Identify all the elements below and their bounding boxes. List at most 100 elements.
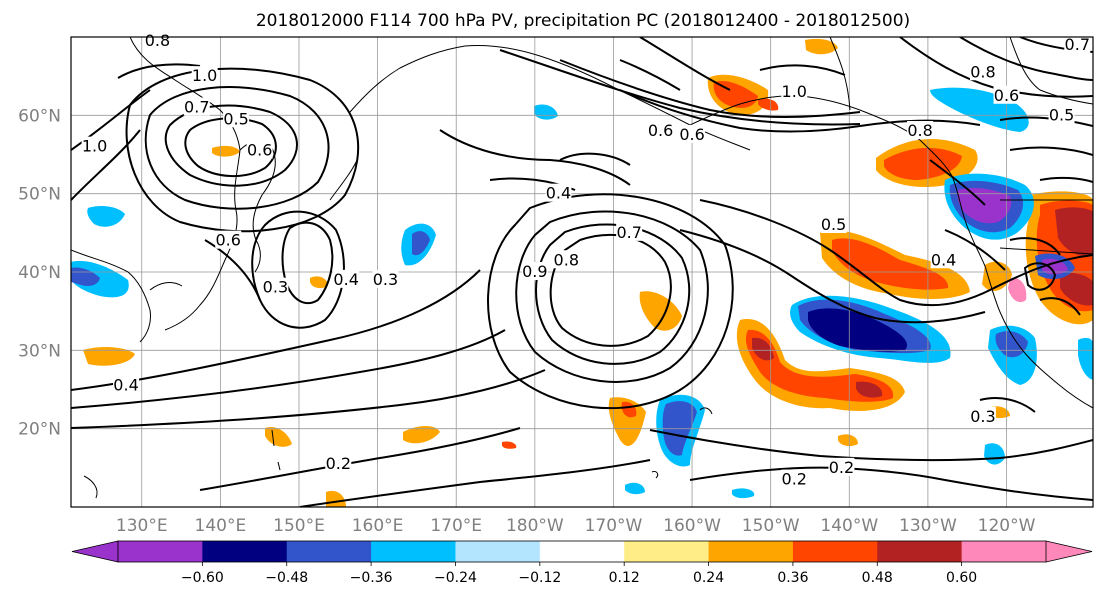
contour-label: 0.3 xyxy=(970,407,995,426)
contour-labels: 1.0 0.7 0.5 1.0 0.6 0.6 0.3 0.4 0.3 0.4 0.7 0.8 0.9 0… xyxy=(81,30,1091,489)
colorbar-segment xyxy=(708,541,794,562)
contour-label-bg xyxy=(545,183,572,202)
contour-label-bg xyxy=(113,375,140,394)
contour-label-bg xyxy=(521,262,548,280)
contour-label-bg xyxy=(828,457,855,476)
contour-label: 0.5 xyxy=(223,109,248,128)
lat-tick-label: 30°N xyxy=(18,341,61,361)
lon-tick-label: 130°W xyxy=(899,516,957,536)
contour-label-bg xyxy=(183,97,210,116)
contour-label-bg xyxy=(930,250,957,269)
colorbar: −0.60 −0.48 −0.36 −0.24 −0.12 0.12 0.24 0.36 0.4… xyxy=(71,540,1093,586)
colorbar-extend-low xyxy=(71,540,119,563)
contour-label: 0.9 xyxy=(522,262,547,281)
contour-label-bg xyxy=(616,222,643,241)
contour-label-bg xyxy=(144,30,171,49)
contour-label-bg xyxy=(81,136,108,155)
contour-label-bg xyxy=(325,453,352,472)
lat-tick-label: 60°N xyxy=(18,106,61,126)
lat-tick-label: 40°N xyxy=(18,263,61,283)
contour-label: 0.2 xyxy=(782,470,807,489)
colorbar-segment xyxy=(202,541,288,562)
contour-label: 1.0 xyxy=(82,137,107,156)
contour-label: 0.8 xyxy=(970,62,995,81)
colorbar-frame xyxy=(117,540,1047,563)
contour-label: 0.7 xyxy=(184,98,209,117)
contour-label: 0.6 xyxy=(679,125,704,144)
contour-label: 0.4 xyxy=(546,184,571,203)
lon-tick-label: 160°E xyxy=(352,516,404,536)
contour-label: 0.6 xyxy=(247,141,272,160)
contour-label-bg xyxy=(223,109,250,128)
colorbar-segment xyxy=(118,541,203,562)
colorbar-tick-label: 0.60 xyxy=(946,570,977,586)
colorbar-segment xyxy=(961,541,1047,562)
positive-precip-patches xyxy=(83,38,1093,507)
colorbar-tick-label: 0.36 xyxy=(777,570,808,586)
colorbar-segment xyxy=(371,541,456,562)
contour-label: 0.8 xyxy=(554,250,579,269)
lon-tick-label: 140°W xyxy=(820,516,878,536)
map-frame xyxy=(70,36,1094,508)
colorbar-extend-high xyxy=(1045,540,1093,563)
contour-label-bg xyxy=(969,406,996,425)
contour-label: 0.4 xyxy=(931,250,956,269)
contour-label-bg xyxy=(1064,34,1091,53)
contour-label: 0.3 xyxy=(373,270,398,289)
contour-label-bg xyxy=(333,269,360,288)
lon-tick-label: 180°W xyxy=(506,516,564,536)
contour-label-bg xyxy=(1048,105,1075,124)
contour-label-bg xyxy=(191,66,218,85)
contour-label: 0.6 xyxy=(994,86,1019,105)
contour-label: 0.7 xyxy=(1065,35,1090,54)
contour-label-bg xyxy=(781,469,808,488)
colorbar-segment xyxy=(286,541,372,562)
contour-label-bg xyxy=(647,121,674,139)
lon-tick-label: 120°W xyxy=(978,516,1036,536)
contour-label: 0.2 xyxy=(326,454,351,473)
figure-title: 2018012000 F114 700 hPa PV, precipitatio… xyxy=(256,11,910,31)
lat-tick-label: 50°N xyxy=(18,185,61,205)
colorbar-tick-label: −0.48 xyxy=(265,570,308,586)
contour-label-bg xyxy=(553,250,580,269)
contour-label: 1.0 xyxy=(192,66,217,85)
colorbar-tick-label: 0.48 xyxy=(862,570,893,586)
lon-tick-label: 170°E xyxy=(430,516,482,536)
contour-label: 0.5 xyxy=(821,215,846,234)
contour-label-bg xyxy=(969,62,996,81)
contour-label: 0.7 xyxy=(616,223,641,242)
contour-label: 0.3 xyxy=(263,278,288,297)
contour-label: 0.2 xyxy=(829,458,854,477)
colorbar-segment xyxy=(539,541,625,562)
contour-label: 1.0 xyxy=(782,82,807,101)
colorbar-tick-label: 0.24 xyxy=(693,570,724,586)
lon-tick-label: 160°W xyxy=(663,516,721,536)
contour-label-bg xyxy=(993,85,1020,104)
contour-label: 0.8 xyxy=(907,121,932,140)
contour-label-bg xyxy=(372,269,399,288)
contour-label-bg xyxy=(262,277,289,296)
colorbar-segment xyxy=(455,541,541,562)
colorbar-tick-label: 0.12 xyxy=(609,570,640,586)
colorbar-segment xyxy=(624,541,710,562)
axis-ticks: 60°N 50°N 40°N 30°N 20°N 130°E 140°E 150°E 160°E… xyxy=(18,106,1035,536)
precipitation-shading xyxy=(71,38,1093,507)
map-panel: 1.0 0.7 0.5 1.0 0.6 0.6 0.3 0.4 0.3 0.4 0.7 0.8 0.9 0… xyxy=(18,30,1094,536)
colorbar-tick-label: −0.60 xyxy=(181,570,224,586)
contour-label: 0.6 xyxy=(216,231,241,250)
lon-tick-label: 150°E xyxy=(273,516,325,536)
contour-label: 0.6 xyxy=(648,121,673,140)
colorbar-tick-label: −0.12 xyxy=(518,570,561,586)
contour-label-bg xyxy=(215,230,242,249)
colorbar-tick-label: −0.24 xyxy=(434,570,477,586)
contour-label: 0.4 xyxy=(113,376,138,395)
lon-tick-label: 150°W xyxy=(742,516,800,536)
contour-label-bg xyxy=(820,215,847,233)
lon-tick-label: 130°E xyxy=(116,516,168,536)
contour-label-bg xyxy=(781,81,808,100)
colorbar-segment xyxy=(877,541,963,562)
contour-label-bg xyxy=(679,124,706,143)
lat-tick-label: 20°N xyxy=(18,420,61,440)
colorbar-tick-label: −0.36 xyxy=(350,570,393,586)
